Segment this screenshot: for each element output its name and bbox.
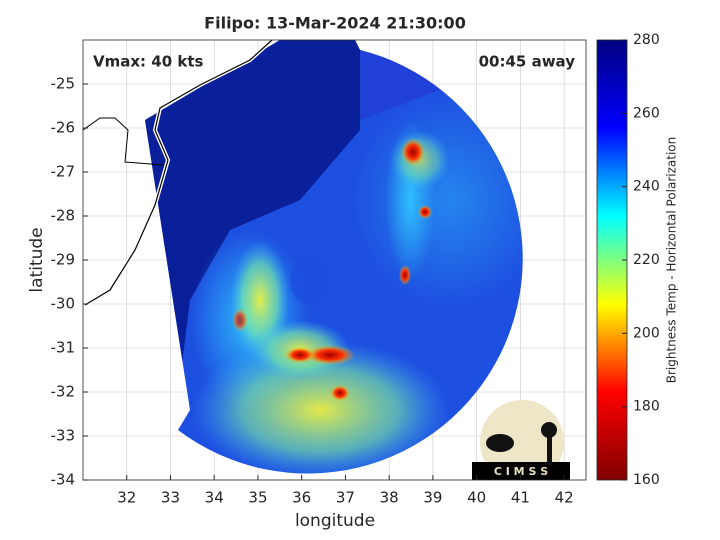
annotation: Vmax: 40 kts bbox=[93, 53, 203, 71]
x-tick-label: 34 bbox=[205, 489, 224, 507]
y-tick-label: -27 bbox=[51, 163, 76, 181]
y-tick-label: -28 bbox=[51, 207, 76, 225]
y-tick-label: -33 bbox=[51, 427, 76, 445]
colorbar-tick-label: 260 bbox=[633, 105, 660, 121]
y-tick-label: -29 bbox=[51, 251, 76, 269]
y-tick-label: -31 bbox=[51, 339, 76, 357]
colorbar-tick-label: 180 bbox=[633, 399, 660, 415]
x-tick-label: 39 bbox=[423, 489, 442, 507]
x-tick-label: 32 bbox=[117, 489, 136, 507]
y-tick-label: -25 bbox=[51, 75, 76, 93]
x-tick-label: 33 bbox=[161, 489, 180, 507]
annotation: 00:45 away bbox=[479, 53, 576, 71]
y-tick-label: -32 bbox=[51, 383, 76, 401]
x-tick-label: 40 bbox=[467, 489, 486, 507]
x-tick-label: 35 bbox=[248, 489, 267, 507]
colorbar-tick-label: 240 bbox=[633, 179, 660, 195]
colorbar-tick-label: 220 bbox=[633, 252, 660, 268]
x-tick-label: 42 bbox=[555, 489, 574, 507]
chart-title: Filipo: 13-Mar-2024 21:30:00 bbox=[204, 14, 466, 33]
x-axis-label: longitude bbox=[295, 511, 375, 531]
x-tick-label: 38 bbox=[380, 489, 399, 507]
x-tick-label: 37 bbox=[336, 489, 355, 507]
y-tick-label: -30 bbox=[51, 295, 76, 313]
logo-text: C I M S S bbox=[494, 465, 548, 478]
colorbar-tick-label: 280 bbox=[633, 32, 660, 48]
y-axis-label: latitude bbox=[27, 227, 47, 292]
y-tick-label: -26 bbox=[51, 119, 76, 137]
x-tick-label: 41 bbox=[511, 489, 530, 507]
y-tick-label: -34 bbox=[51, 471, 76, 489]
plot-area: C I M S S Vmax: 40 kts 00:45 away bbox=[83, 40, 586, 480]
logo-badge bbox=[480, 400, 564, 480]
colorbar-tick-label: 160 bbox=[633, 472, 660, 488]
x-tick-label: 36 bbox=[292, 489, 311, 507]
colorbar-label: Brightness Temp - Horizontal Polarizatio… bbox=[665, 137, 679, 384]
colorbar-tick-label: 200 bbox=[633, 325, 660, 341]
